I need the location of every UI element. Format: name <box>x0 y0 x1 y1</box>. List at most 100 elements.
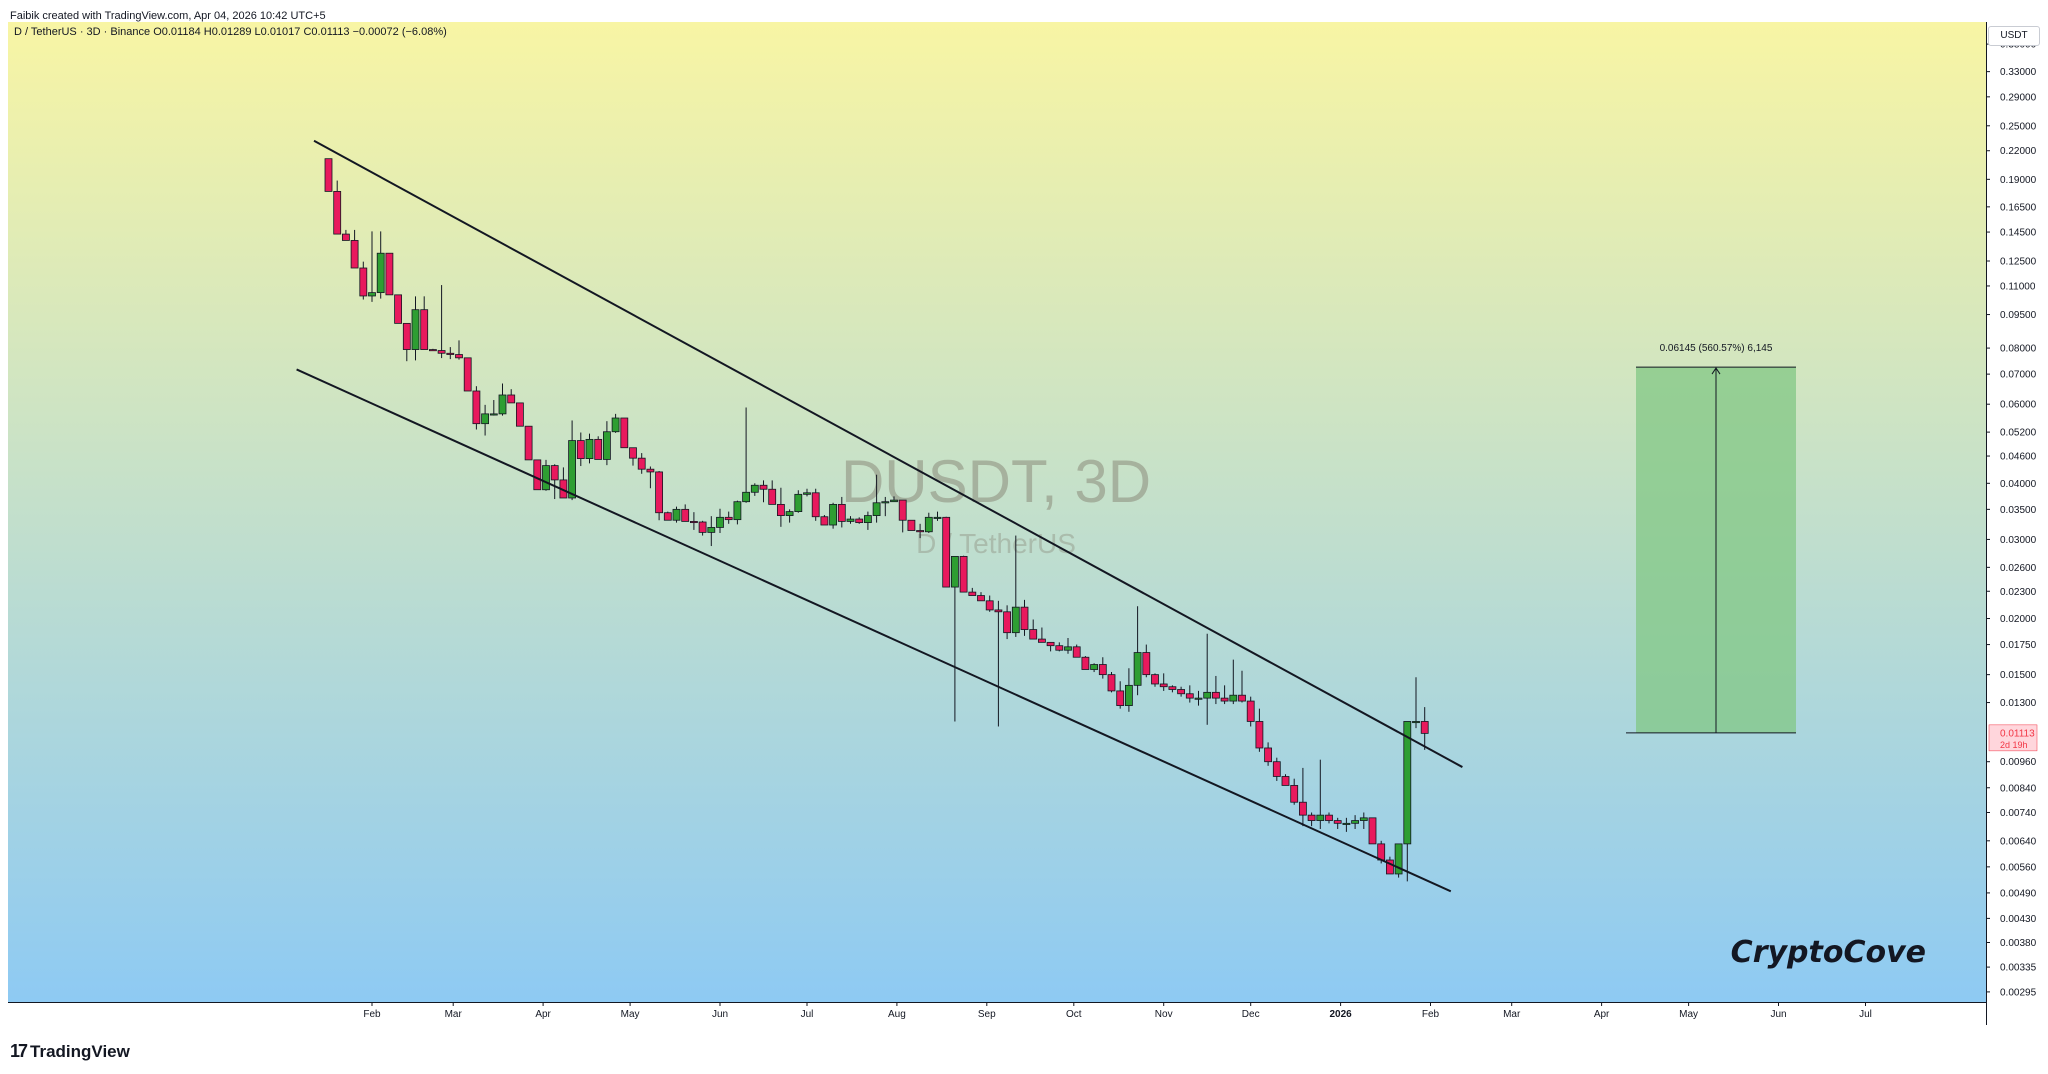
price-range-measure[interactable]: 0.06145 (560.57%) 6,145 <box>1626 343 1796 734</box>
candle <box>333 180 342 235</box>
candle-body <box>698 521 707 533</box>
candle-body <box>1203 691 1212 699</box>
candle <box>472 386 481 430</box>
candle <box>455 340 463 360</box>
candle <box>1203 633 1212 725</box>
price-tick-label: 0.05200 <box>2000 428 2037 439</box>
candle <box>968 587 977 596</box>
candle <box>1281 774 1290 786</box>
candle-body <box>829 503 837 526</box>
channel-trendlines[interactable] <box>296 139 1463 893</box>
candle <box>585 433 594 464</box>
candle <box>1159 673 1168 691</box>
watermark-ticker: DUSDT, 3D <box>841 448 1151 515</box>
candle <box>1316 759 1325 829</box>
time-tick-label: Apr <box>1594 1009 1610 1020</box>
candle-body <box>1359 817 1368 821</box>
price-tick-label: 0.00430 <box>2000 914 2037 925</box>
candle-body <box>672 508 681 521</box>
candle <box>1386 856 1394 875</box>
price-tick-label: 0.04000 <box>2000 479 2037 490</box>
candle <box>846 516 855 524</box>
candle <box>428 348 437 352</box>
candle <box>951 555 959 722</box>
candle-body <box>515 402 524 427</box>
symbol-legend[interactable]: D / TetherUS · 3D · Binance O0.01184 H0.… <box>14 26 447 38</box>
candle <box>1351 815 1359 829</box>
candle <box>1011 535 1020 637</box>
candle-body <box>1151 674 1159 685</box>
candle-body <box>611 417 620 433</box>
candle-body <box>750 484 759 493</box>
candle <box>1368 817 1377 845</box>
candle <box>1255 708 1264 752</box>
candle <box>420 296 429 350</box>
price-tick-label: 0.03000 <box>2000 535 2037 546</box>
price-tick-label: 0.06000 <box>2000 400 2037 411</box>
price-tick-label: 0.33000 <box>2000 67 2037 78</box>
candle-body <box>359 267 368 297</box>
candle-body <box>907 519 916 531</box>
candle-body <box>1125 684 1133 706</box>
candle-body <box>620 417 629 449</box>
candle <box>1020 599 1029 636</box>
candle-body <box>1342 822 1351 825</box>
candle-body <box>1212 691 1220 699</box>
price-tick-label: 0.01300 <box>2000 698 2037 709</box>
candle-body <box>350 240 359 269</box>
candle-body <box>463 357 472 392</box>
candle <box>794 490 803 513</box>
credit-label: Faibik created with TradingView.com, Apr… <box>10 10 326 22</box>
candle <box>681 504 690 522</box>
candle-body <box>1255 721 1264 749</box>
candle <box>837 496 846 528</box>
candle <box>1420 707 1429 750</box>
candle-body <box>1107 674 1116 692</box>
price-axis[interactable]: 0.380000.330000.290000.250000.220000.190… <box>1986 40 2038 999</box>
price-tick-label: 0.25000 <box>2000 121 2037 132</box>
candle-body <box>1281 776 1290 786</box>
candle-body <box>1098 664 1107 676</box>
price-tick-label: 0.00380 <box>2000 938 2037 949</box>
candle <box>385 252 394 296</box>
price-tick-label: 0.02000 <box>2000 614 2037 625</box>
candle-body <box>646 468 655 473</box>
channel-lower-trendline[interactable] <box>296 368 1452 893</box>
price-tick-label: 0.00560 <box>2000 862 2037 873</box>
candlestick-chart[interactable]: DUSDT, 3D D / TetherUS 0.06145 (560.57%)… <box>8 22 2048 1025</box>
tradingview-branding[interactable]: 17 TradingView <box>10 1041 130 1062</box>
candle-body <box>1229 694 1238 702</box>
candle-body <box>916 530 924 533</box>
time-tick-label: Apr <box>535 1009 551 1020</box>
candle-body <box>420 309 429 350</box>
candle-body <box>837 503 846 522</box>
candle-body <box>542 465 550 491</box>
candle <box>1098 657 1107 679</box>
candle <box>811 488 820 521</box>
time-tick-label: Oct <box>1066 1009 1082 1020</box>
candle-body <box>568 440 576 499</box>
candle-body <box>1029 629 1038 640</box>
current-price-tag[interactable] <box>1988 724 2038 752</box>
candle <box>1246 696 1255 727</box>
candle-body <box>1194 697 1203 700</box>
candle <box>1081 656 1090 670</box>
candle-body <box>951 555 959 588</box>
candle-body <box>455 354 463 359</box>
time-axis[interactable]: Feb Mar Apr May Jun Jul Aug Sep Oct Nov Dec 2026 Feb… <box>363 1002 1872 1020</box>
candle-body <box>733 501 742 521</box>
channel-upper-trendline[interactable] <box>313 139 1463 768</box>
candle <box>1029 619 1038 640</box>
candle-body <box>1159 683 1168 688</box>
candle-body <box>890 499 898 503</box>
chart-area[interactable]: DUSDT, 3D D / TetherUS 0.06145 (560.57%)… <box>8 22 2048 1025</box>
time-tick-label: Jun <box>1770 1009 1786 1020</box>
candle-body <box>341 233 350 241</box>
time-tick-label: Jul <box>1859 1009 1872 1020</box>
candle-body <box>594 438 603 460</box>
candle-body <box>794 493 803 512</box>
symbol-label[interactable]: D / TetherUS · 3D · Binance <box>14 26 151 38</box>
currency-unit-button[interactable]: USDT <box>1988 26 2040 46</box>
candle <box>1125 668 1133 712</box>
candle-body <box>1220 697 1229 702</box>
